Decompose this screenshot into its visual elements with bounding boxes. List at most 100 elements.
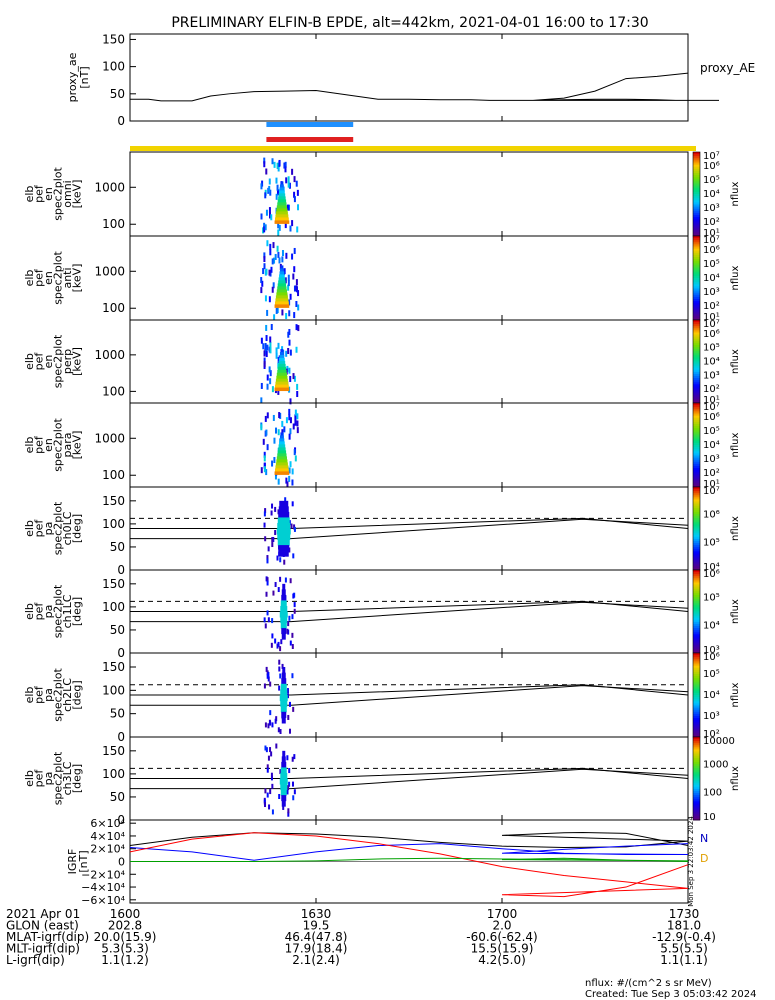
spec_para-cell [279,435,284,439]
pa_ch2-colorbar-cell [693,703,700,706]
spec_para-cell [277,453,287,457]
spec_para-colorbar-cell [693,476,700,480]
pa_ch0-cell [266,555,269,561]
pa_ch2-colorbar-cell [693,686,700,690]
pa_ch1-colorbar-cell [693,605,700,608]
pa_ch1-colorbar-cell [693,596,700,600]
spec_anti-ytick-label: 100 [102,301,125,315]
spec_anti-cell [278,280,286,284]
spec_anti-cell [292,273,295,280]
spec_anti-colorbar-tick: 10¹ [703,312,720,323]
pa_ch3-colorbar-tick: 100 [703,787,722,798]
pa_ch0-colorbar-cell [693,511,700,515]
pa_ch0-colorbar-cell [693,526,700,529]
spec_para-cell [275,465,289,469]
pa_ch2-colorbar-cell [693,701,700,704]
pa_ch3-colorbar-cell [693,778,700,782]
spec_para-colorbar-cell [693,442,700,446]
spec_anti-cell [275,298,289,302]
pa_ch1-cell [270,642,273,648]
pa_ch2-colorbar-cell [693,730,700,734]
spec_omni-cell [268,178,271,185]
spec_perp-colorbar-cell [693,351,700,354]
spec_omni-colorbar-cell [693,166,700,170]
spec_omni-colorbar-cell [693,177,700,180]
pa_ch2-colorbar-cell [693,695,700,698]
spec_para-cell [288,408,291,415]
pa_ch3-cell [281,795,287,802]
spec_anti-cell [293,312,296,319]
spec_para-cell [275,427,278,434]
pa_ch2-cell [280,683,287,690]
pa_ch3-colorbar-cell [693,811,700,815]
spec_omni-ylabel-line: pef [33,184,46,203]
spec_omni-colorbar-cell [693,198,700,201]
pa_ch3-cell [287,785,290,791]
pa_ch0-cell [284,497,287,503]
pa_ch2-cell [278,666,281,672]
spec_para-cell [265,469,268,476]
xaxis-row-value: 1.1(1.1) [660,953,708,967]
pa_ch2-colorbar-cell [693,718,700,721]
pa_ch3-cell [280,772,288,779]
pa_ch0-cell [263,511,266,517]
pa_ch0-ylabel-line: pef [33,519,46,538]
spec_perp-colorbar-tick: 10⁷ [703,319,720,330]
spec_omni-cell [284,166,287,173]
spec_omni-cell [279,190,285,194]
spec_omni-cell [289,225,292,232]
spec_omni-colorbar-cell [693,179,700,182]
spec_omni-cell [264,224,267,231]
spec_anti-colorbar-cell [693,250,700,254]
spec_perp-ylabel-line: [keV] [71,347,84,376]
igrf-ytick-label: −2×10⁴ [81,868,125,881]
spec_para-colorbar-cell [693,428,700,431]
spec_para-ylabel-line: elb [23,437,36,454]
pa_ch2-colorbar-cell [693,713,700,717]
spec_omni-colorbar-cell [693,156,700,159]
pa_ch2-cell [280,689,288,696]
spec_omni-colorbar-cell [693,208,700,212]
pa_ch0-ylabel-line: ch0LC [61,511,74,545]
spec_omni-cell [276,184,279,191]
pa_ch0-ylabel-line: pa [42,522,55,536]
spec_anti-cell [280,265,284,269]
pa_ch3-ytick-label: 100 [102,767,125,781]
spec_omni-colorbar-cell [693,181,700,184]
pa_ch3-cell [280,767,287,774]
xaxis-row-value: 20.0(15.9) [94,930,157,944]
spec_anti-colorbar-cell [693,278,700,281]
spec_para-colorbar-cell [693,432,700,435]
pa_ch0-colorbar-cell [693,559,700,563]
spec_perp-colorbar-cell [693,373,700,377]
pa_ch2-cell [292,706,295,712]
pa_ch1-cell [266,610,269,616]
spec_anti-cell [262,268,265,275]
zone-bar-red [266,137,354,142]
spec_anti-cell [269,243,272,250]
pa_ch1-cell [281,594,287,601]
spec_perp-cell [288,339,291,346]
pa_ch2-cell [282,667,286,674]
spec_perp-colorbar-tick: 10³ [703,370,720,381]
spec_omni-cell [278,196,286,200]
pa_ch2-colorbar-cell [693,711,700,715]
spec_perp-cell [260,397,263,404]
spec_anti-colorbar-cell [693,248,700,252]
pa_ch0-colorbar-cell [693,547,700,550]
pa_ch3-cell [286,789,289,795]
igrf-green-line [130,857,689,862]
spec_para-colorbar-cell [693,405,700,408]
pa_ch3-cell [282,804,285,810]
spec_para-cell [294,414,297,421]
pa_ch0-colorbar-label: nflux [730,516,741,541]
spec_para-cell [286,481,289,488]
spec_anti-cell [287,284,290,291]
spec_perp-colorbar-cell [693,400,700,404]
spec_para-cell [288,414,291,421]
spec_anti-cell [277,286,287,290]
pa_ch2-colorbar-cell [693,728,700,732]
spec_para-colorbar-tick: 10⁶ [703,412,720,423]
pa_ch0-cell [263,522,266,528]
spec_perp-colorbar-cell [693,390,700,394]
